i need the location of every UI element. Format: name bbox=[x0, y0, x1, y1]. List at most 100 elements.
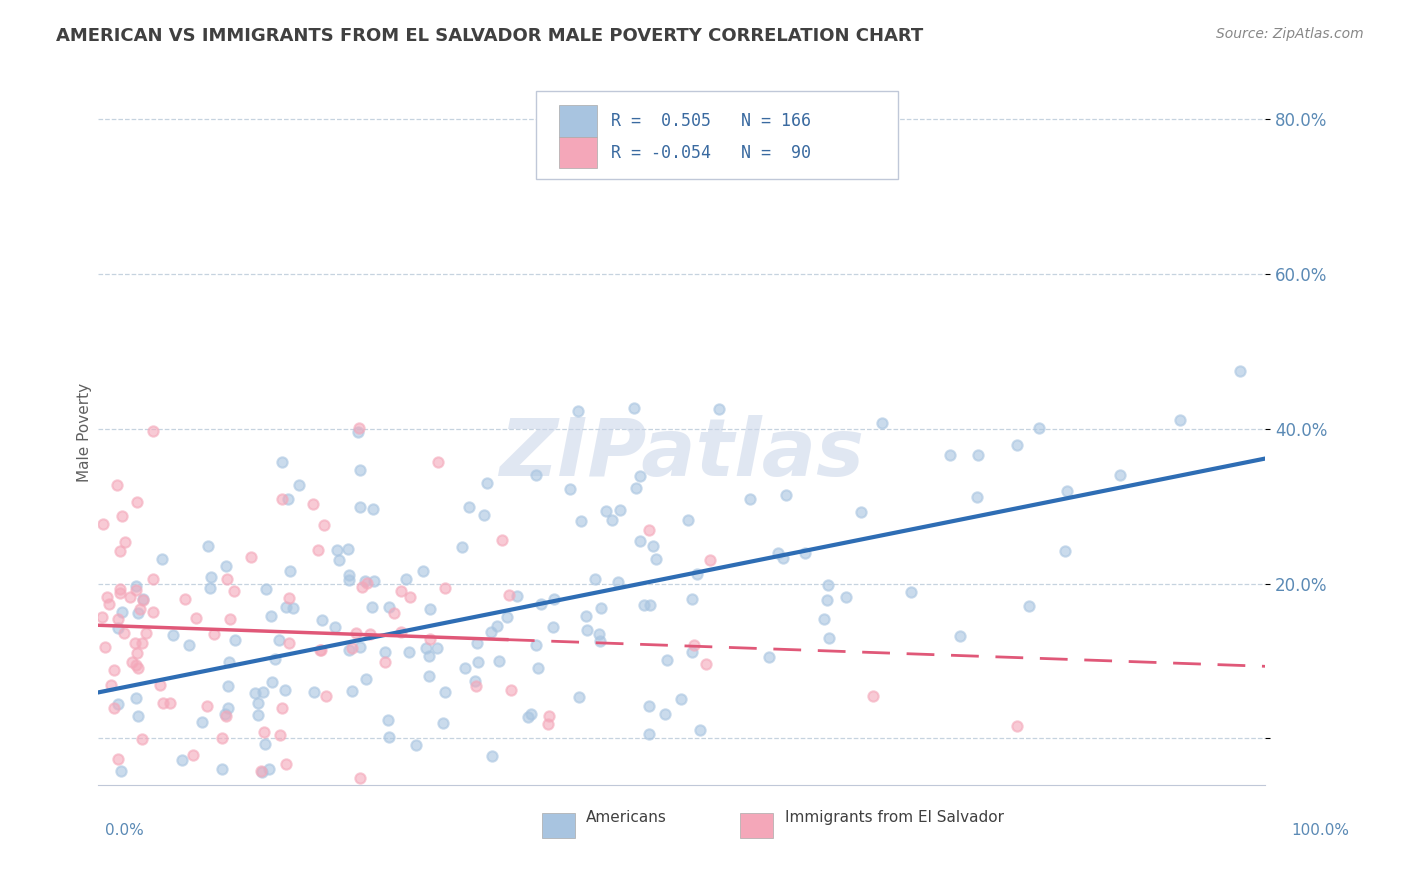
Point bbox=[1053, 543, 1076, 558]
Point bbox=[818, 631, 841, 645]
Point bbox=[346, 425, 368, 440]
Point bbox=[775, 487, 797, 501]
Point bbox=[105, 478, 128, 492]
Point bbox=[426, 640, 449, 655]
Point bbox=[97, 597, 120, 611]
FancyBboxPatch shape bbox=[536, 91, 898, 179]
Point bbox=[135, 833, 157, 847]
Point bbox=[537, 708, 560, 723]
Point bbox=[108, 544, 131, 558]
Point bbox=[274, 600, 297, 615]
Point bbox=[200, 570, 222, 584]
Point bbox=[464, 673, 486, 688]
Point bbox=[301, 496, 323, 510]
Point bbox=[202, 627, 225, 641]
Point bbox=[356, 576, 378, 591]
Point bbox=[623, 401, 645, 416]
Point bbox=[267, 632, 290, 647]
Point bbox=[772, 550, 794, 565]
Point bbox=[107, 621, 129, 635]
Text: Immigrants from El Salvador: Immigrants from El Salvador bbox=[785, 810, 1004, 824]
Point bbox=[628, 469, 651, 483]
Text: 100.0%: 100.0% bbox=[1292, 823, 1350, 838]
Point bbox=[195, 820, 218, 834]
Point bbox=[250, 764, 273, 779]
Point bbox=[588, 627, 610, 641]
Point bbox=[378, 730, 401, 744]
Point bbox=[758, 649, 780, 664]
Point bbox=[127, 708, 149, 723]
Point bbox=[793, 546, 815, 560]
Point bbox=[124, 583, 146, 598]
Point bbox=[209, 813, 232, 827]
Point bbox=[215, 559, 238, 574]
Point bbox=[682, 639, 704, 653]
Point bbox=[412, 565, 434, 579]
Point bbox=[103, 663, 125, 677]
Point bbox=[464, 680, 486, 694]
Point bbox=[356, 672, 378, 686]
Point bbox=[246, 696, 269, 710]
Point bbox=[340, 640, 363, 655]
Point bbox=[93, 516, 115, 531]
Point bbox=[252, 685, 274, 699]
Point bbox=[328, 553, 350, 567]
Point bbox=[224, 633, 246, 648]
Point bbox=[477, 475, 499, 490]
Point bbox=[1005, 719, 1028, 733]
Point bbox=[851, 504, 873, 518]
Point bbox=[766, 545, 789, 559]
Point bbox=[142, 605, 165, 619]
Point bbox=[499, 682, 522, 697]
Point bbox=[377, 713, 399, 727]
Point bbox=[142, 572, 165, 586]
Point bbox=[433, 581, 456, 595]
Point bbox=[949, 629, 972, 643]
Point bbox=[1005, 438, 1028, 452]
Point bbox=[325, 620, 347, 634]
Point bbox=[337, 541, 360, 556]
Point bbox=[198, 581, 221, 595]
Point bbox=[349, 640, 371, 654]
Point bbox=[454, 661, 477, 675]
Point bbox=[527, 661, 550, 675]
Point bbox=[870, 416, 893, 430]
Point bbox=[654, 706, 676, 721]
Point bbox=[389, 624, 412, 639]
Point bbox=[132, 591, 155, 606]
Point bbox=[352, 580, 374, 594]
Point bbox=[121, 655, 143, 669]
Point bbox=[264, 652, 287, 666]
Point bbox=[325, 543, 347, 558]
Point bbox=[260, 675, 283, 690]
Point bbox=[638, 599, 661, 613]
Point bbox=[135, 626, 157, 640]
Point bbox=[112, 626, 135, 640]
Point bbox=[250, 764, 273, 779]
Point bbox=[641, 539, 664, 553]
Point bbox=[111, 509, 134, 524]
Point bbox=[589, 634, 612, 648]
Point bbox=[277, 591, 299, 605]
Point bbox=[217, 701, 239, 715]
Point bbox=[96, 591, 118, 605]
Point bbox=[245, 686, 267, 700]
Point bbox=[671, 691, 693, 706]
Point bbox=[817, 578, 839, 592]
Point bbox=[277, 491, 299, 506]
Point bbox=[418, 669, 440, 683]
Point bbox=[349, 463, 371, 477]
Point bbox=[405, 739, 427, 753]
Point bbox=[173, 592, 195, 607]
Point bbox=[211, 763, 233, 777]
Point bbox=[498, 588, 520, 602]
Point bbox=[689, 723, 711, 737]
Point bbox=[607, 574, 630, 589]
Point bbox=[349, 500, 371, 514]
Point bbox=[125, 690, 148, 705]
Point bbox=[433, 685, 456, 699]
Point bbox=[479, 625, 502, 640]
Point bbox=[568, 690, 591, 705]
Point bbox=[107, 752, 129, 766]
Point bbox=[118, 590, 141, 604]
